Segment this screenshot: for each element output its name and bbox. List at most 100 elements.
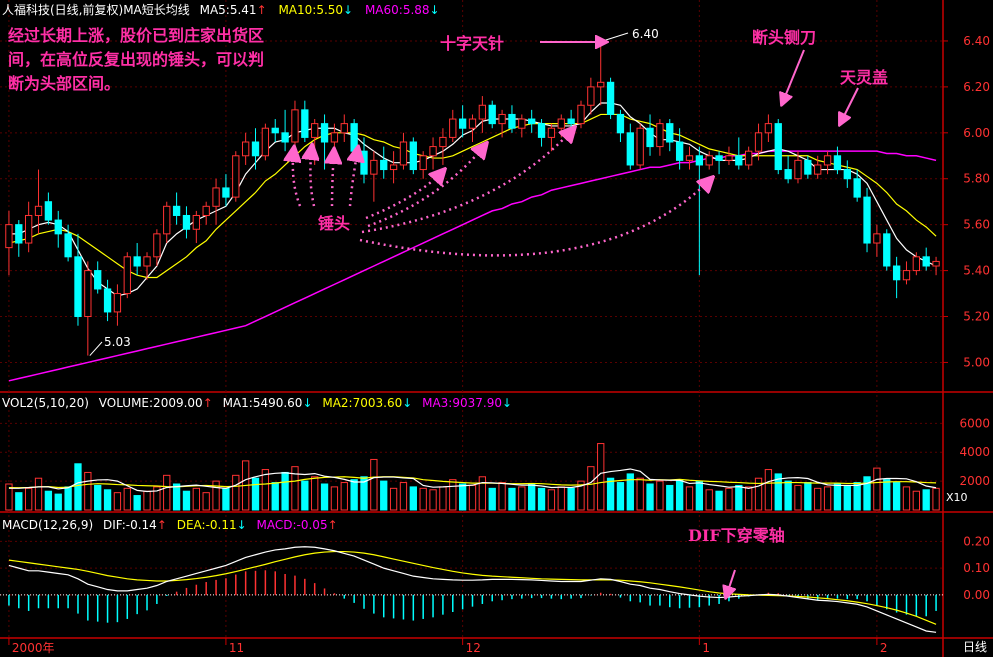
volume-bar (409, 486, 417, 511)
price-tick-label: 6.00 (963, 126, 990, 140)
volume-bar (103, 489, 112, 511)
candle-body (84, 270, 92, 318)
candle (340, 114, 348, 142)
volume-indicator-name: VOL2(5,10,20) (2, 396, 89, 410)
candle-body (705, 155, 713, 166)
ma60-value: MA60:5.88 (364, 3, 430, 17)
candle (922, 247, 930, 271)
volume-bar (449, 479, 457, 511)
macd-tick-label: 0.10 (963, 561, 990, 575)
volume-ma1-line (8, 468, 937, 493)
candle-body (113, 293, 122, 313)
volume-bar (291, 466, 299, 511)
candle-body (833, 155, 842, 171)
volume-bar (863, 476, 871, 511)
candle-body (340, 123, 348, 134)
candle (34, 169, 43, 234)
volume-bar (636, 477, 644, 511)
volume-bar (340, 482, 348, 511)
price-legend: 人福科技(日线,前复权)MA短长均线 MA5:5.41↑ MA10:5.50↓ … (2, 1, 446, 19)
volume-bar (478, 476, 487, 511)
annotation-arrows (293, 42, 859, 597)
candle (912, 252, 920, 276)
candle-body (458, 118, 467, 129)
time-tick-label: 2000年 (12, 641, 55, 655)
candle (103, 279, 112, 322)
volume-bar (172, 483, 181, 511)
candle (84, 261, 92, 356)
candle (715, 151, 723, 175)
candle-body (567, 118, 575, 125)
volume-bar (54, 493, 62, 511)
volume-bar (735, 484, 743, 511)
candle-body (54, 219, 62, 235)
candle-body (202, 205, 210, 216)
candle-body (123, 256, 131, 295)
volume-ma2-line (8, 476, 937, 489)
candle (725, 146, 733, 165)
volume-value: VOLUME:2009.00 (98, 396, 203, 410)
candle (892, 256, 901, 299)
volume-bar (74, 463, 82, 511)
dif-line (8, 546, 937, 633)
volume-bar (843, 484, 851, 511)
candle-body (291, 109, 299, 143)
volume-bar (745, 486, 753, 511)
candle (518, 114, 526, 138)
volume-axis: 6000 4000 2000 (959, 416, 990, 488)
candle-body (468, 118, 477, 129)
candle-body (429, 146, 437, 157)
volume-ma1-value: MA1:5490.60 (222, 396, 303, 410)
candle (794, 151, 802, 184)
candle (587, 77, 595, 115)
candle (616, 109, 625, 142)
candle (389, 151, 398, 184)
volume-bar (606, 477, 615, 511)
time-axis: 2000年 11 12 1 2 (8, 638, 888, 655)
candle (833, 146, 842, 175)
candle (508, 105, 516, 133)
volume-bar (725, 487, 733, 511)
candle-body (508, 113, 516, 129)
candle (350, 119, 358, 156)
ma10-value: MA10:5.50 (278, 3, 344, 17)
candle (380, 146, 388, 179)
candle-body (606, 81, 615, 115)
volume-tick-label: 2000 (959, 474, 990, 488)
time-tick-label: 11 (229, 641, 244, 655)
candle-body (745, 150, 753, 166)
hammer-pointer (310, 146, 314, 207)
volume-bar (784, 480, 792, 511)
candle (439, 128, 447, 165)
candle-body (439, 136, 447, 148)
candle-body (823, 155, 832, 166)
volume-bar (271, 482, 279, 511)
candle (685, 146, 694, 170)
candle-body (311, 123, 319, 138)
candle-body (261, 127, 270, 157)
candle (74, 233, 82, 326)
volume-bar (330, 486, 339, 511)
candle (311, 119, 319, 165)
candle-body (143, 256, 151, 267)
candle-body (626, 132, 634, 166)
volume-bar (251, 477, 260, 511)
dif-cross-label: DIF下穿零轴 (688, 526, 785, 545)
candle-body (656, 123, 664, 148)
candle-body (350, 123, 358, 152)
volume-bar (222, 487, 230, 511)
price-tick-label: 5.80 (963, 172, 990, 186)
volume-bar (488, 487, 496, 511)
candle-body (64, 233, 72, 258)
volume-bar (656, 480, 664, 511)
candle-body (419, 155, 427, 171)
candle (932, 256, 940, 276)
volume-bar (458, 483, 467, 511)
volume-bar (794, 484, 802, 511)
candle (488, 100, 496, 129)
guillotine-arrow (782, 49, 805, 104)
candle (163, 201, 171, 244)
volume-bar (212, 480, 220, 511)
candle (153, 229, 161, 266)
